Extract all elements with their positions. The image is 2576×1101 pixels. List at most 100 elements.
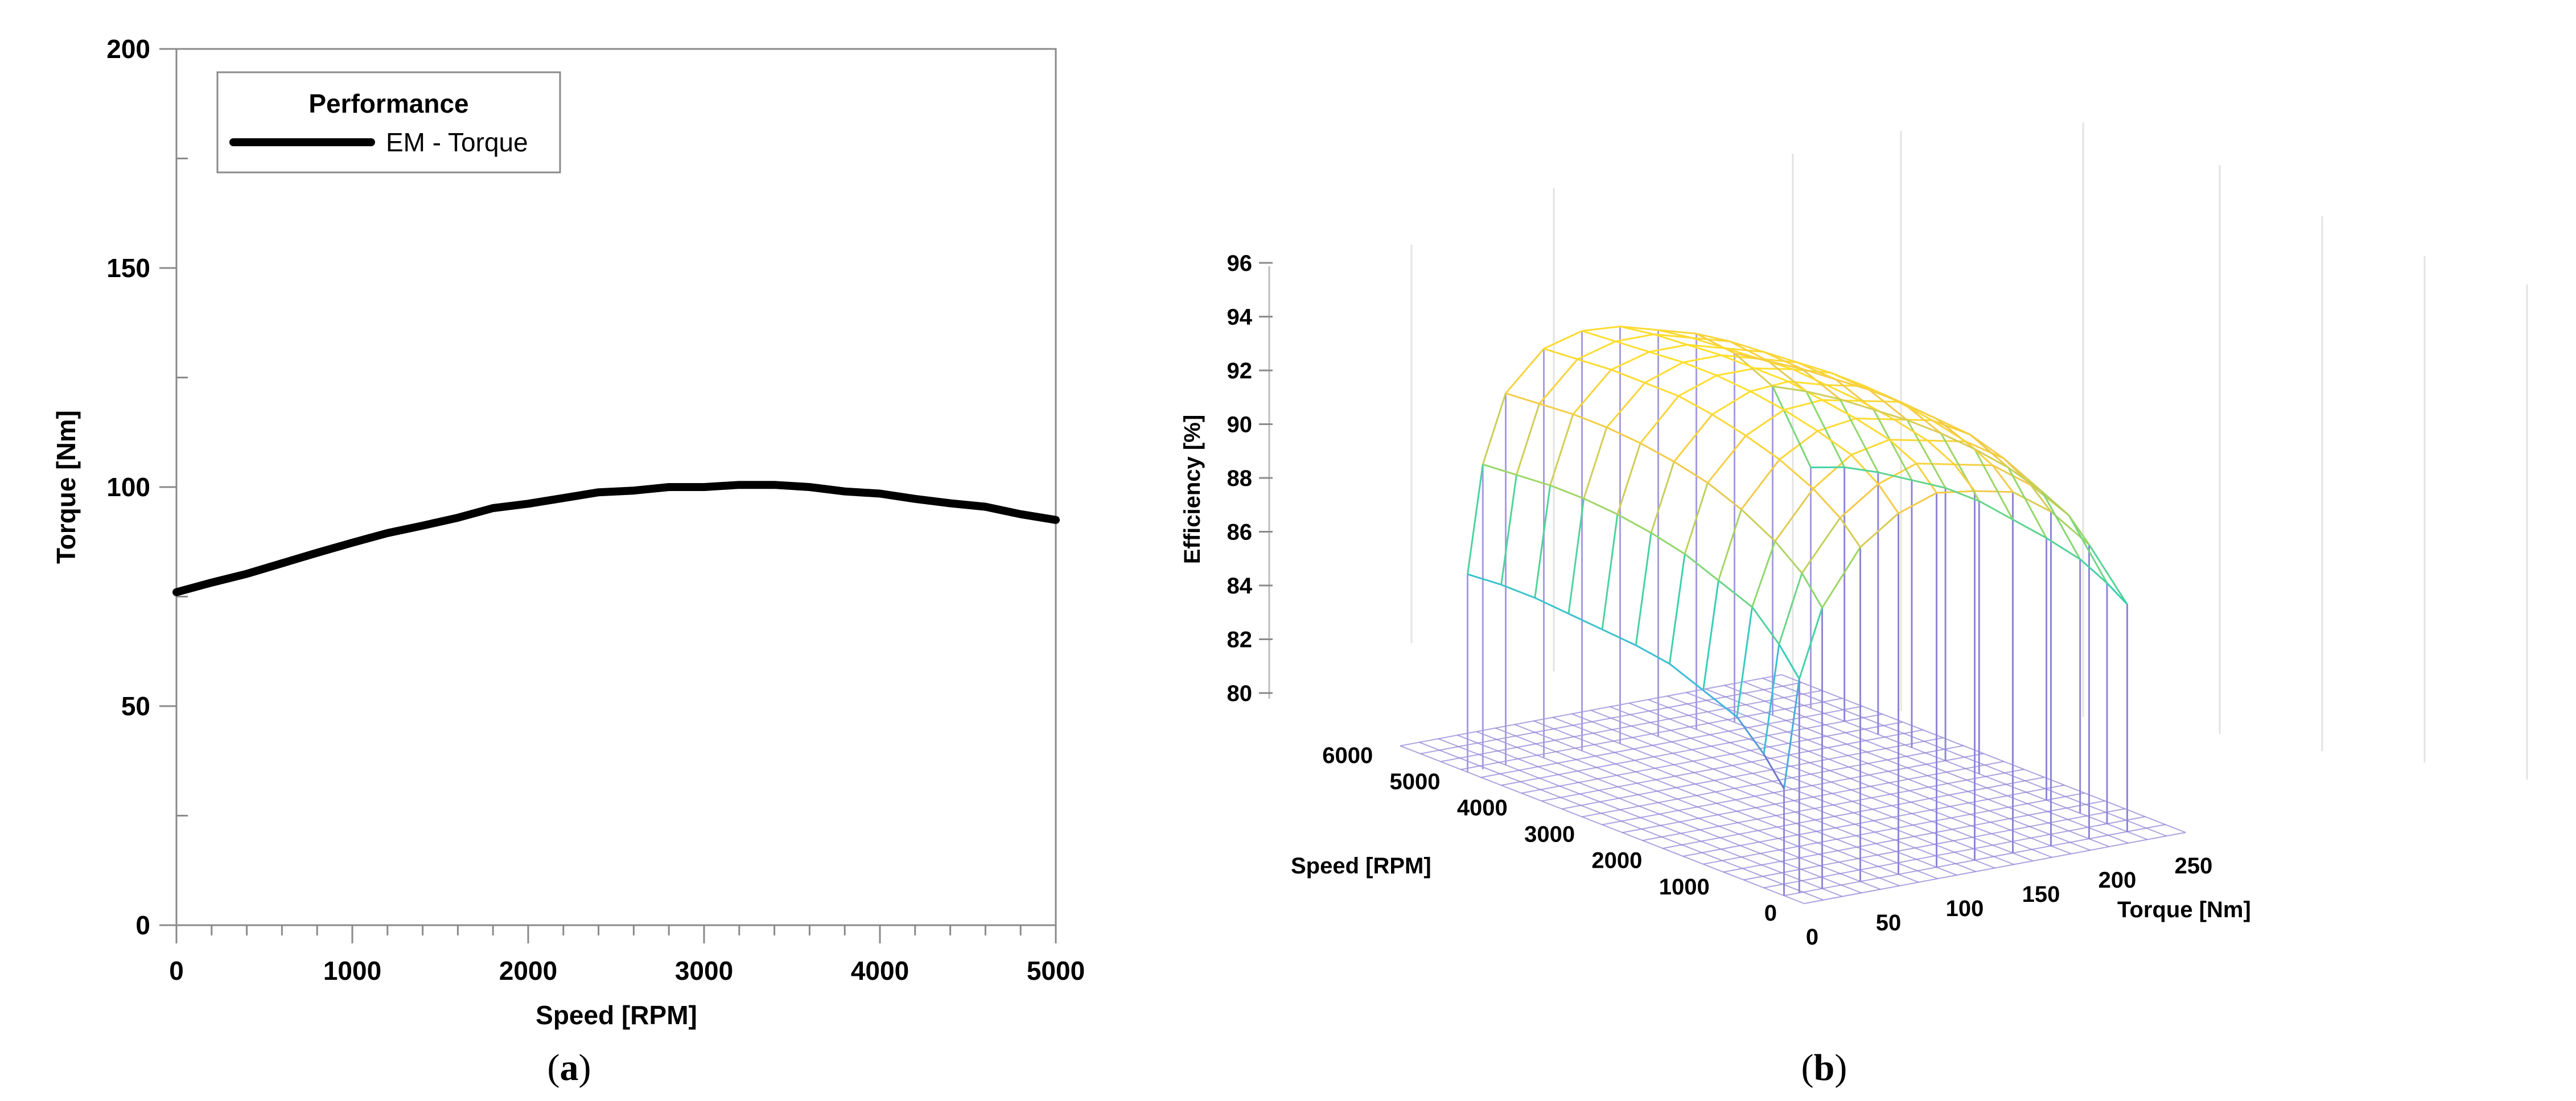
surface-mesh-line [1801, 572, 1823, 608]
speed-tick-label: 3000 [1524, 822, 1575, 847]
surface-mesh-line [1717, 509, 1742, 581]
surface-mesh-line [1783, 409, 1818, 432]
surface-mesh-line [1682, 361, 1717, 377]
torque-tick-label: 150 [2022, 882, 2060, 907]
floor-grid-line [1622, 761, 2004, 834]
surface-mesh-line [1651, 532, 1685, 555]
surface-mesh-line [1844, 466, 1879, 473]
surface-mesh-line [1635, 533, 1652, 646]
floor-grid-line [1602, 753, 1984, 826]
surface-mesh-line [1577, 358, 1612, 371]
surface-mesh-line [1774, 541, 1803, 574]
floor-grid-line [1743, 808, 2125, 881]
surface-mesh-line [1851, 439, 1890, 456]
surface-mesh-line [1772, 386, 1812, 468]
surface-mesh-line [1568, 613, 1603, 630]
surface-mesh-line [1840, 398, 1874, 411]
surface-mesh-line [1702, 690, 1738, 717]
surface-mesh-line [1736, 716, 1765, 755]
torque-tick-label: 50 [1876, 910, 1902, 935]
speed-tick-label: 5000 [1390, 769, 1441, 794]
surface-mesh-line [2041, 490, 2070, 516]
surface-mesh-line [1673, 461, 1709, 484]
data-point [352, 542, 353, 543]
surface-mesh-line [1501, 584, 1536, 599]
surface-mesh-line [1954, 463, 1993, 467]
surface-mesh-line [1751, 606, 1780, 645]
data-point [598, 492, 599, 493]
speed-tick-label: 4000 [1457, 795, 1508, 820]
surface-mesh-line [1611, 369, 1645, 384]
surface-mesh-line [1898, 401, 1933, 422]
surface-mesh-line [1606, 426, 1641, 444]
surface-mesh-line [1763, 753, 1785, 789]
surface-mesh-line [1644, 382, 1679, 397]
efficiency-surface-mesh [1467, 325, 2129, 896]
surface-mesh-line [1534, 597, 1569, 615]
surface-mesh-line [2030, 484, 2052, 513]
floor-grid-line [1642, 769, 2024, 842]
floor-grid-line [1703, 792, 2085, 865]
surface-mesh-line [1505, 392, 1540, 405]
surface-mesh-line [1902, 402, 1937, 420]
data-point [633, 490, 634, 491]
x-axis-title: Speed [RPM] [536, 1000, 697, 1030]
surface-mesh-line [1539, 403, 1574, 415]
surface-mesh-line [1573, 413, 1607, 428]
surface-mesh-line [1750, 390, 1785, 411]
surface-mesh-line [1644, 361, 1684, 384]
surface-mesh-line [1702, 580, 1719, 691]
panel-label-b: (b) [1801, 1047, 1847, 1088]
surface-mesh-line [1767, 360, 1807, 393]
surface-mesh-line [1927, 440, 1956, 465]
x-tick-label: 5000 [1027, 956, 1085, 985]
surface-mesh-line [1869, 389, 1903, 404]
surface-mesh-line [1711, 390, 1751, 415]
floor-grid-line [1541, 729, 1923, 802]
surface-mesh-line [2007, 467, 2047, 539]
surface-mesh-line [1516, 474, 1551, 486]
surface-mesh-line [1805, 391, 1845, 468]
surface-mesh-line [1684, 553, 1719, 582]
floor-grid-line [1582, 745, 1964, 818]
surface-mesh-line [1821, 546, 1861, 608]
surface-mesh-line [1750, 381, 1789, 393]
surface-mesh-line [1898, 492, 1937, 514]
torque-tick-label: 200 [2098, 868, 2137, 893]
surface-mesh-line [1650, 461, 1675, 533]
surface-mesh-line [1806, 390, 1841, 401]
surface-mesh-line [1716, 367, 1755, 377]
surface-mesh-line [1778, 572, 1803, 645]
surface-mesh-line [1860, 400, 1899, 403]
y-tick-label: 150 [106, 253, 150, 283]
surface-mesh-line [1572, 369, 1612, 415]
panel-label-b-letter: b [1814, 1047, 1835, 1088]
legend-entry-em-torque: EM - Torque [386, 127, 528, 157]
surface-mesh-line [1692, 337, 1726, 349]
y-tick-label: 200 [106, 34, 150, 64]
floor-grid-line [1480, 706, 1863, 778]
surface-mesh-line [1669, 663, 1704, 691]
surface-mesh-line [1577, 340, 1616, 360]
surface-mesh-line [1716, 374, 1751, 393]
z-tick-label: 86 [1227, 520, 1253, 545]
surface-mesh-line [1582, 330, 1616, 343]
surface-mesh-line [1583, 427, 1608, 499]
surface-mesh-line [1763, 644, 1780, 754]
surface-mesh-line [1602, 628, 1636, 646]
surface-mesh-line [1582, 325, 1620, 332]
surface-mesh-line [2007, 467, 2043, 492]
surface-mesh-line [1894, 418, 1932, 422]
surface-mesh-line [1797, 361, 1832, 374]
surface-mesh-line [2012, 518, 2047, 539]
surface-mesh-line [1763, 351, 1798, 364]
surface-mesh-line [1740, 509, 1776, 542]
z-tick-label: 82 [1227, 628, 1253, 653]
surface-mesh-line [1779, 459, 1814, 489]
z-tick-label: 88 [1227, 466, 1253, 491]
torque-tick-label: 250 [2175, 853, 2213, 879]
speed-tick-label: 0 [1764, 901, 1777, 926]
surface-mesh-line [2106, 582, 2128, 605]
surface-mesh-line [1873, 409, 1913, 481]
